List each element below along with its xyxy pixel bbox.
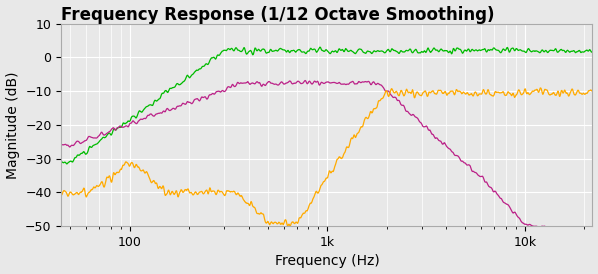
Y-axis label: Magnitude (dB): Magnitude (dB) <box>5 71 20 179</box>
X-axis label: Frequency (Hz): Frequency (Hz) <box>274 255 379 269</box>
Text: Frequency Response (1/12 Octave Smoothing): Frequency Response (1/12 Octave Smoothin… <box>62 5 495 24</box>
